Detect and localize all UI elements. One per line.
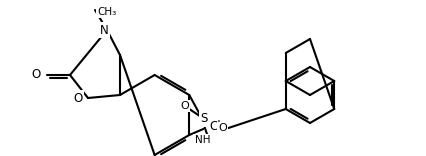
Text: N: N [100,24,108,37]
Text: CH₃: CH₃ [98,7,117,17]
Text: Cl: Cl [209,120,221,134]
Text: O: O [180,101,189,111]
Text: O: O [74,92,83,105]
Text: O: O [218,123,227,133]
Text: S: S [201,112,208,125]
Text: NH: NH [195,135,210,145]
Text: O: O [32,68,41,81]
